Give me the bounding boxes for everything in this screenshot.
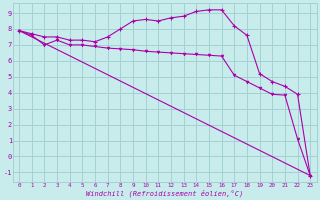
X-axis label: Windchill (Refroidissement éolien,°C): Windchill (Refroidissement éolien,°C): [86, 189, 243, 197]
